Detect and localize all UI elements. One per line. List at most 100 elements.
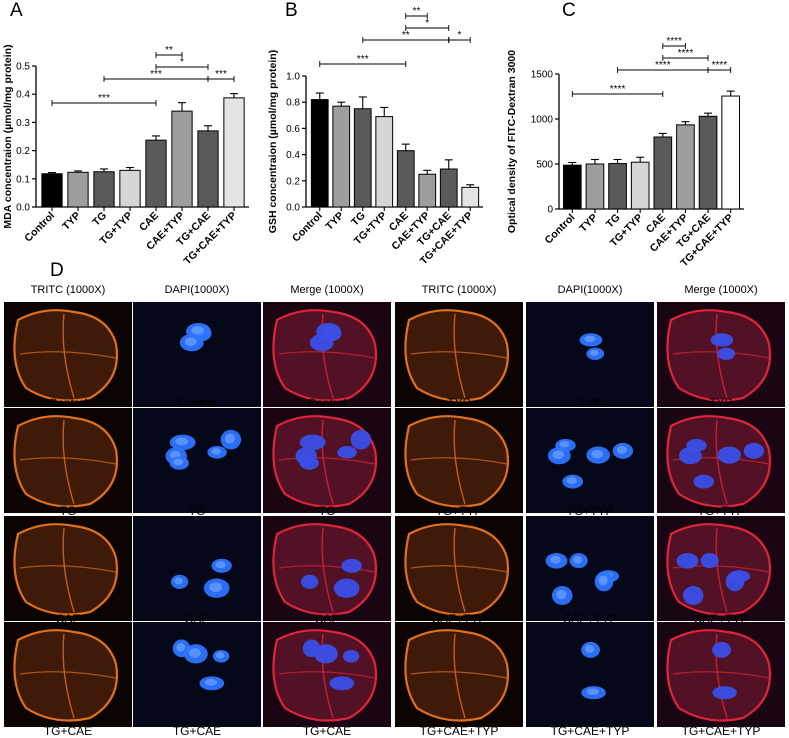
y-axis-title: Optical density of FITC-Dextran 3000 <box>506 50 518 233</box>
bar-control <box>41 173 63 208</box>
bar-tg <box>353 108 372 208</box>
micrograph-label: TG <box>59 504 77 518</box>
micrograph-label: TYP <box>447 396 471 410</box>
x-tick-label: TG <box>90 210 109 229</box>
micrograph-merge <box>657 622 785 727</box>
micrograph-merge <box>263 408 391 513</box>
micrograph-label: TG+CAE+TYP <box>681 724 761 738</box>
bar-tg-typ <box>119 169 141 208</box>
y-tick-label: 0.2 <box>286 176 300 187</box>
micrograph-merge <box>263 516 391 621</box>
micrograph-tritc <box>395 622 523 727</box>
column-header: TRITC (1000X) <box>421 284 497 296</box>
x-tick-label: TYP <box>323 210 346 233</box>
y-tick-label: 0 <box>547 205 553 216</box>
gsh-bar-chart: 0.0 0.2 0.4 0.6 0.8 1.0 GSH concentraion (µmol… <box>267 6 483 267</box>
bar-cae <box>145 139 167 208</box>
micrograph-label: TG+CAE <box>302 724 352 738</box>
micrograph-label: TG <box>188 504 206 518</box>
bar-cae <box>396 150 415 208</box>
bar-control <box>562 164 582 210</box>
y-tick-label: 500 <box>536 160 553 171</box>
y-tick-label: 0.3 <box>16 118 30 129</box>
significance-label: *** <box>150 69 162 80</box>
column-header: DAPI(1000X) <box>557 284 623 296</box>
bar-tg <box>608 163 627 210</box>
bar-cae-typ <box>171 110 193 208</box>
bar-typ <box>585 163 605 210</box>
micrograph-tritc <box>395 408 523 513</box>
significance-label: *** <box>357 54 369 65</box>
micrograph-tritc <box>4 622 132 727</box>
x-tick-label: Control <box>543 212 578 247</box>
micrograph-dapi <box>133 302 261 407</box>
x-tick-label: Control <box>290 210 325 245</box>
significance-label: ** <box>413 6 421 17</box>
y-tick-label: 0.6 <box>286 124 300 135</box>
micrograph-label: TYP <box>578 396 602 410</box>
micrograph-dapi <box>133 622 261 727</box>
column-header: TRITC (1000X) <box>30 284 106 296</box>
micrograph-label: TG+CAE+TYP <box>550 724 630 738</box>
y-axis-title: MDA concentraion (µmol/mg protein) <box>2 44 14 228</box>
bar-cae-typ <box>676 124 695 210</box>
bar-control <box>310 99 329 208</box>
bar-tg-typ <box>630 161 650 210</box>
significance-label: *** <box>98 93 110 104</box>
significance-label: ** <box>165 45 173 56</box>
micrograph-label: TG <box>318 504 336 518</box>
micrograph-merge <box>657 302 785 407</box>
column-header: Merge (1000X) <box>684 284 758 296</box>
micrograph-merge <box>657 516 785 621</box>
bar-tg-cae <box>698 115 718 210</box>
y-tick-label: 0.8 <box>286 98 300 109</box>
bar-typ <box>332 105 351 208</box>
significance-label: **** <box>610 84 626 95</box>
micrograph-tritc <box>4 408 132 513</box>
micrograph-label: Control <box>177 396 217 410</box>
micrograph-tritc <box>395 516 523 621</box>
significance-label: **** <box>712 60 728 71</box>
bar-tg-cae <box>197 130 219 208</box>
y-tick-label: 0.0 <box>286 203 300 214</box>
micrograph-dapi <box>133 408 261 513</box>
significance-label: * <box>458 30 462 41</box>
micrograph-label: TG+CAE <box>172 724 222 738</box>
y-tick-label: 0.4 <box>286 150 300 161</box>
y-tick-label: 0.0 <box>16 203 30 214</box>
bar-tg-typ <box>375 116 394 208</box>
micrograph-label: TG+TYP <box>435 504 483 518</box>
micrograph-label: TG+TYP <box>697 504 745 518</box>
significance-label: ** <box>402 30 410 41</box>
y-axis-title: GSH concentraion (µmol/mg protein) <box>267 50 279 233</box>
column-header: Merge (1000X) <box>290 284 364 296</box>
micrograph-merge <box>263 302 391 407</box>
bar-typ <box>67 171 89 208</box>
column-header: DAPI(1000X) <box>164 284 230 296</box>
significance-label: **** <box>678 48 694 59</box>
micrograph-label: TG+TYP <box>566 504 614 518</box>
micrograph-tritc <box>4 516 132 621</box>
significance-label: *** <box>215 69 227 80</box>
fitc-dextran-bar-chart: 0 500 1000 1500 Optical density of FITC-Dext… <box>506 36 744 269</box>
panel-letter-a: A <box>10 0 23 21</box>
y-tick-label: 0.2 <box>16 146 30 157</box>
bar-tg-cae <box>439 168 458 208</box>
micrograph-label: TG+CAE+TYP <box>419 724 499 738</box>
y-tick-label: 0.4 <box>16 90 30 101</box>
micrograph-merge <box>657 408 785 513</box>
bar-tg <box>93 171 115 208</box>
micrograph-tritc <box>4 302 132 407</box>
panel-letter-c: C <box>562 0 576 21</box>
y-tick-label: 1500 <box>531 70 554 81</box>
micrograph-dapi <box>526 622 654 727</box>
micrograph-label: Control <box>307 396 347 410</box>
bar-cae <box>653 136 673 210</box>
micrograph-tritc <box>395 302 523 407</box>
micrograph-merge <box>263 622 391 727</box>
micrograph-dapi <box>133 516 261 621</box>
significance-label: * <box>180 57 184 68</box>
bar-tg-cae-typ <box>223 97 245 208</box>
bar-cae-typ <box>418 173 437 208</box>
